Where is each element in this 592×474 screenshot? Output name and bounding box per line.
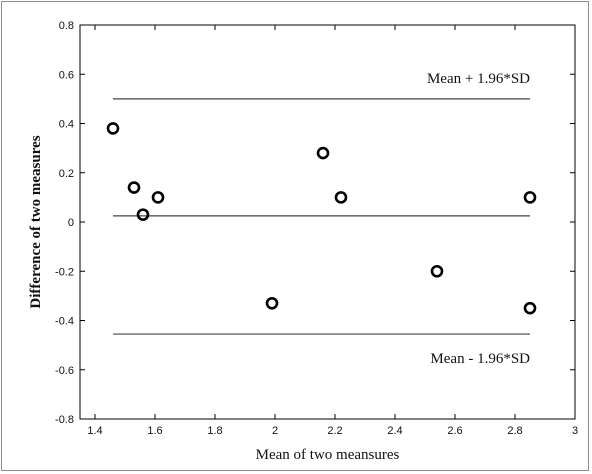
y-tick-label: 0.6 (59, 69, 74, 81)
x-tick-label: 2.8 (507, 425, 522, 437)
data-point (316, 146, 330, 160)
data-point (430, 264, 444, 278)
y-tick-label: 0.4 (59, 119, 74, 131)
x-tick-label: 2 (272, 425, 278, 437)
y-tick-label: -0.2 (55, 266, 74, 278)
data-point (127, 181, 141, 194)
y-tick-label: 0.2 (59, 168, 74, 180)
y-axis: 0.8 0.6 0.4 0.2 0 -0.2 -0.4 -0.6 -0.8 (55, 20, 575, 426)
data-point (265, 296, 279, 310)
y-tick-label: -0.4 (55, 316, 74, 328)
data-points (106, 122, 537, 315)
upper-limit-label: Mean + 1.96*SD (427, 71, 530, 87)
x-tick-label: 3 (572, 425, 578, 437)
y-axis-label: Difference of two measures (28, 135, 44, 308)
x-tick-label: 2.6 (447, 425, 462, 437)
annotations: Mean + 1.96*SD Mean - 1.96*SD (427, 71, 530, 367)
x-axis: 1.4 1.6 1.8 2 2.2 2.4 2.6 2.8 3 (87, 25, 578, 437)
reference-lines (113, 98, 530, 335)
data-point (523, 301, 537, 315)
lower-limit-label: Mean - 1.96*SD (430, 351, 530, 367)
x-axis-label: Mean of two meansures (256, 447, 400, 463)
x-tick-label: 2.2 (327, 425, 342, 437)
x-tick-label: 1.8 (207, 425, 222, 437)
data-point (136, 208, 150, 221)
x-tick-label: 2.4 (387, 425, 402, 437)
data-point (334, 191, 348, 204)
y-tick-label: 0 (68, 217, 74, 229)
data-point (523, 191, 537, 204)
y-tick-label: -0.8 (55, 414, 74, 426)
y-tick-label: -0.6 (55, 365, 74, 377)
data-point (151, 191, 165, 204)
x-tick-label: 1.4 (87, 425, 102, 437)
x-tick-label: 1.6 (147, 425, 162, 437)
data-point (106, 122, 120, 135)
y-tick-label: 0.8 (59, 20, 74, 32)
